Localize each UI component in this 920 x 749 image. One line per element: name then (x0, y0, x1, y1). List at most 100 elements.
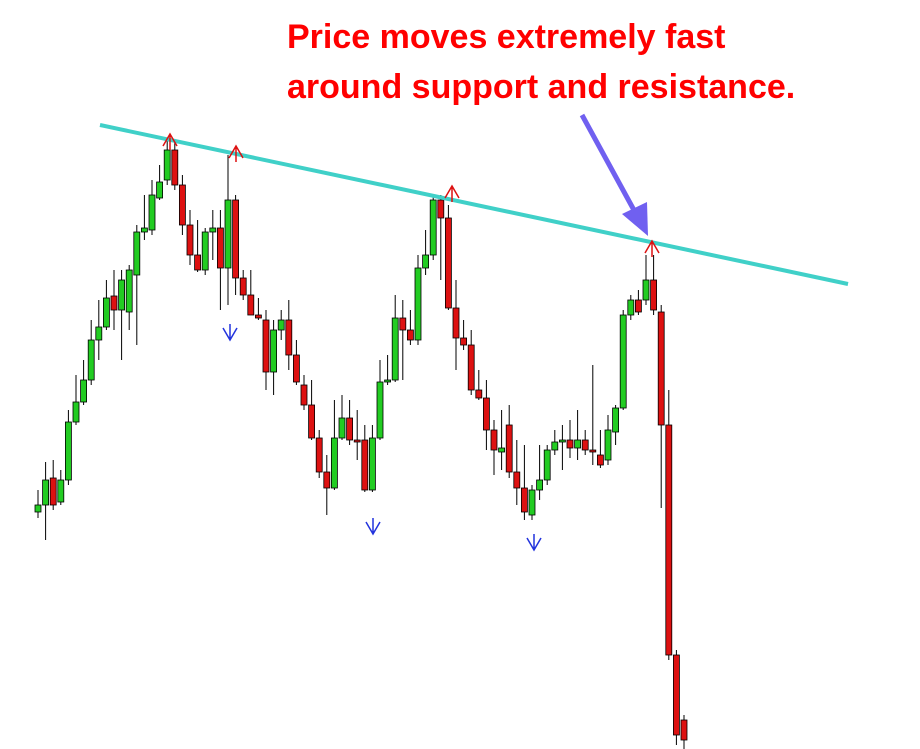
candle-body (361, 439, 369, 491)
fractal-down (365, 518, 381, 536)
candle-body (368, 437, 376, 491)
fractal-up (162, 132, 178, 150)
candle-body (642, 279, 650, 301)
fractal-up (444, 184, 460, 202)
candle-body (414, 267, 422, 341)
candle-body (186, 224, 194, 256)
candle-body (80, 379, 87, 403)
candle-body (201, 231, 209, 271)
candle-body (467, 344, 475, 391)
candle-body (627, 299, 635, 316)
candle-body (475, 389, 483, 399)
candle-body (665, 424, 673, 656)
candle-body (163, 149, 171, 181)
candle-body (49, 477, 57, 506)
candle-body (399, 317, 407, 331)
candle-body (42, 479, 49, 506)
candle-body (505, 424, 513, 473)
candle-body (346, 417, 354, 441)
candle-body (315, 437, 323, 473)
candle-body (270, 329, 278, 373)
candle-body (262, 319, 270, 373)
candle-body (551, 441, 559, 451)
candle-body (384, 379, 392, 383)
candle-body (224, 199, 232, 269)
candle-body (277, 319, 285, 331)
candle-body (498, 447, 506, 453)
candle-body (323, 471, 331, 489)
candle-body (353, 439, 361, 443)
candle-body (574, 439, 581, 449)
candle-body (566, 439, 574, 449)
candle-body (156, 181, 164, 199)
fractal-down (222, 324, 238, 342)
candle-body (376, 381, 384, 439)
candle-body (490, 429, 498, 451)
candle-body (422, 254, 430, 269)
candle-body (650, 279, 657, 311)
candle-body (391, 317, 399, 381)
candle-body (429, 199, 437, 256)
candle-body (72, 401, 80, 423)
candle-body (581, 439, 589, 451)
candle-body (247, 294, 255, 316)
candle-body (110, 295, 118, 311)
candle-body (673, 654, 680, 736)
candle-body (178, 184, 186, 226)
candle-body (635, 299, 642, 313)
candle-body (65, 421, 72, 481)
candle-body (589, 449, 597, 453)
candle-body (232, 199, 240, 279)
candle-body (34, 504, 42, 513)
candle-body (125, 269, 133, 313)
candle-body (103, 297, 110, 328)
candle-body (338, 417, 346, 439)
candle-body (619, 314, 627, 409)
candles (34, 140, 688, 749)
annotation: Price moves extremely fast (287, 18, 725, 56)
candle-body (559, 439, 566, 443)
candle-body (308, 404, 316, 439)
candle-body (330, 437, 338, 489)
fractal-up (228, 144, 244, 162)
candle-body (300, 384, 308, 406)
candle-body (133, 231, 141, 276)
candle-body (239, 277, 247, 296)
candle-body (657, 311, 665, 426)
candle-body (460, 337, 468, 346)
candle-body (528, 489, 536, 516)
candle-body (57, 479, 65, 503)
candle-body (285, 319, 293, 356)
annotation: around support and resistance. (287, 68, 795, 106)
fractal-up (644, 239, 660, 257)
candle-body (680, 719, 688, 741)
candle-body (452, 307, 460, 339)
candle-body (536, 479, 543, 491)
candle-body (482, 397, 490, 431)
candle-body (171, 149, 179, 186)
candle-body (87, 339, 95, 381)
candle-body (95, 326, 103, 341)
fractal-markers (162, 132, 660, 552)
trendline (99, 123, 849, 286)
candle-body (597, 454, 604, 466)
fractal-down (526, 534, 542, 552)
candle-body (254, 314, 262, 319)
candle-body (521, 487, 528, 513)
candle-body (543, 449, 551, 481)
candle-body (140, 227, 148, 233)
candle-body (118, 279, 125, 311)
candle-body (406, 329, 414, 341)
candle-body (216, 227, 224, 269)
candle-body (209, 227, 217, 233)
candle-body (444, 217, 452, 309)
candle-body (604, 429, 612, 461)
candle-body (292, 354, 300, 383)
candle-body (437, 199, 445, 219)
candle-body (148, 194, 156, 231)
candle-body (513, 471, 521, 489)
candle-body (194, 254, 202, 271)
pointer-arrow (579, 113, 648, 236)
candle-body (612, 407, 619, 433)
